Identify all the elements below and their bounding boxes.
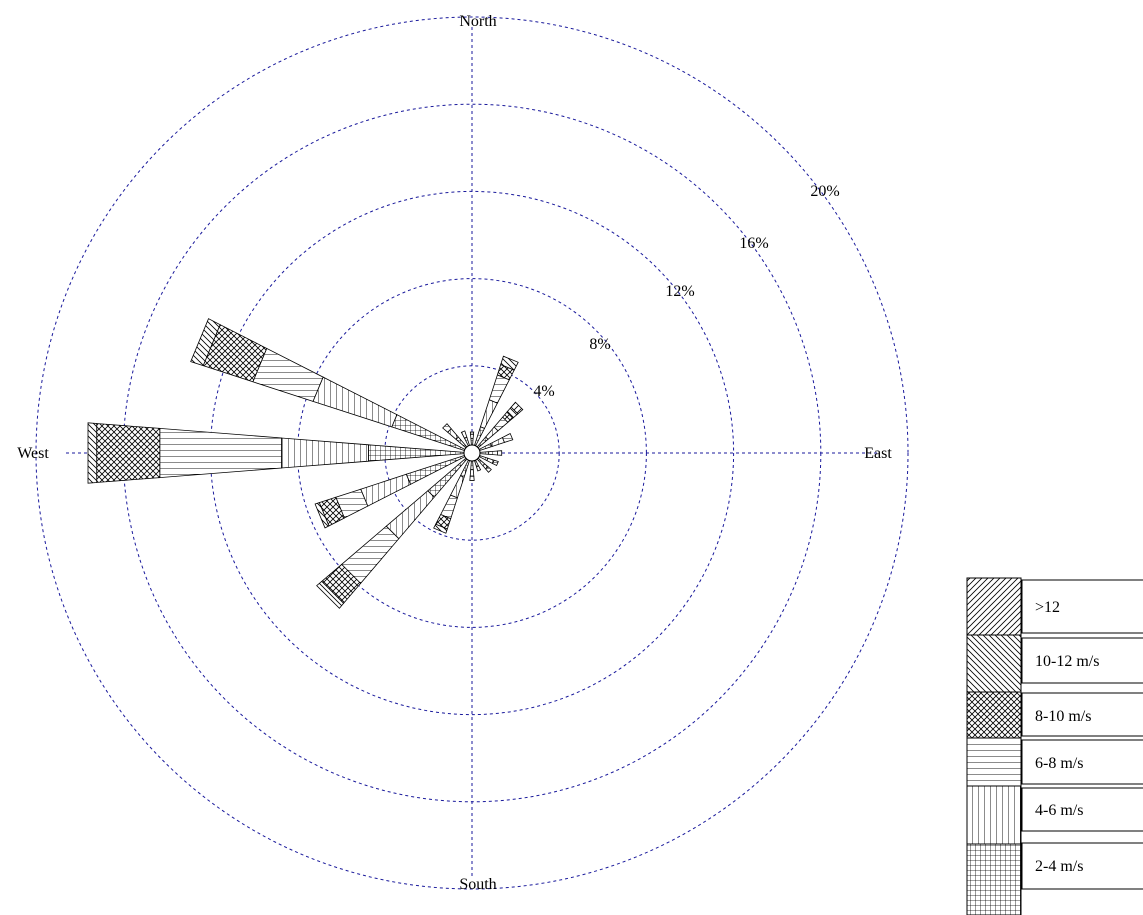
petal-w-bin-4	[87, 422, 98, 484]
petal-nne-bin-2	[488, 374, 510, 404]
petal-n-bin-2	[469, 431, 475, 435]
petal-s-bin-1	[469, 469, 475, 477]
petal-wnw-bin-4	[190, 318, 221, 367]
legend-label-gt12: >12	[1035, 599, 1060, 616]
petal-e-bin-1	[488, 450, 498, 456]
petal-s-bin-0	[470, 460, 474, 471]
axis-labels: North East South West 4% 8% 12% 16% 20%	[17, 13, 892, 893]
legend-box-6-8	[1021, 739, 1143, 785]
petal-wsw-bin-4	[314, 502, 330, 529]
petal-w-bin-3	[96, 423, 161, 483]
ring-label-12: 12%	[665, 283, 694, 300]
legend: >12 10-12 m/s 8-10 m/s 6-8 m/s 4-6 m/s 2…	[966, 577, 1143, 915]
legend-swatch-gt12	[966, 577, 1022, 636]
petal-ene-bin-1	[490, 436, 506, 447]
petal-w-bin-0	[367, 444, 465, 462]
ring-label-8: 8%	[589, 336, 610, 353]
petal-e-bin-2	[496, 450, 503, 456]
legend-item-gt12: >12	[966, 577, 1143, 636]
petal-ssw-bin-4	[433, 523, 448, 534]
legend-swatch-8-10	[966, 691, 1022, 739]
petal-n-bin-1	[470, 433, 474, 439]
petal-wsw-bin-1	[360, 473, 412, 507]
petals	[87, 318, 524, 609]
polar-grid	[35, 16, 909, 890]
calm-circle-group	[463, 444, 481, 462]
petal-sw-bin-1	[385, 490, 435, 540]
ring-20pct	[35, 16, 909, 890]
petal-nw-bin-2	[442, 423, 452, 433]
petal-sse-bin-1	[476, 465, 482, 472]
calm-circle	[463, 444, 481, 462]
compass-label-east: East	[864, 445, 892, 462]
compass-label-north: North	[459, 13, 496, 30]
legend-item-2-4: 2-4 m/s	[966, 842, 1143, 915]
petal-ese-bin-2	[492, 459, 499, 467]
legend-label-6-8: 6-8 m/s	[1035, 755, 1083, 772]
petal-ssw-bin-1	[450, 475, 465, 499]
petal-ene-bin-2	[501, 432, 514, 443]
legend-swatch-6-8	[966, 737, 1022, 787]
legend-label-2-4: 2-4 m/s	[1035, 858, 1083, 875]
legend-item-6-8: 6-8 m/s	[966, 737, 1143, 787]
ring-label-20: 20%	[810, 183, 839, 200]
legend-box-4-6	[1021, 787, 1143, 832]
petal-s-bin-2	[469, 475, 475, 481]
petal-sw-bin-4	[316, 580, 345, 609]
petal-sse-bin-0	[474, 459, 480, 468]
legend-item-10-12: 10-12 m/s	[966, 634, 1143, 693]
legend-box-10-12	[1021, 637, 1143, 684]
petal-e-bin-0	[479, 451, 490, 455]
petal-se-bin-2	[485, 466, 492, 473]
petal-wnw-bin-1	[312, 376, 398, 428]
legend-swatch-10-12	[966, 634, 1022, 693]
ring-label-4: 4%	[533, 383, 554, 400]
legend-swatch-4-6	[966, 785, 1022, 845]
petal-ne-bin-5	[510, 401, 524, 415]
legend-item-4-6: 4-6 m/s	[966, 785, 1143, 845]
petal-nne-bin-4	[500, 355, 519, 371]
legend-box-8-10	[1021, 692, 1143, 737]
petal-w-bin-1	[281, 437, 369, 469]
legend-swatch-2-4	[966, 843, 1022, 915]
legend-box-gt12	[1021, 579, 1143, 634]
legend-label-4-6: 4-6 m/s	[1035, 802, 1083, 819]
petal-n-bin-0	[470, 438, 474, 446]
compass-label-west: West	[17, 445, 49, 462]
ring-label-16: 16%	[739, 235, 768, 252]
legend-label-8-10: 8-10 m/s	[1035, 708, 1091, 725]
compass-label-south: South	[459, 876, 496, 893]
petal-nne-bin-1	[480, 399, 498, 429]
petal-nnw-bin-1	[460, 430, 468, 439]
legend-item-8-10: 8-10 m/s	[966, 691, 1143, 739]
legend-box-2-4	[1021, 842, 1143, 890]
legend-label-10-12: 10-12 m/s	[1035, 653, 1099, 670]
petal-w-bin-2	[159, 427, 282, 479]
